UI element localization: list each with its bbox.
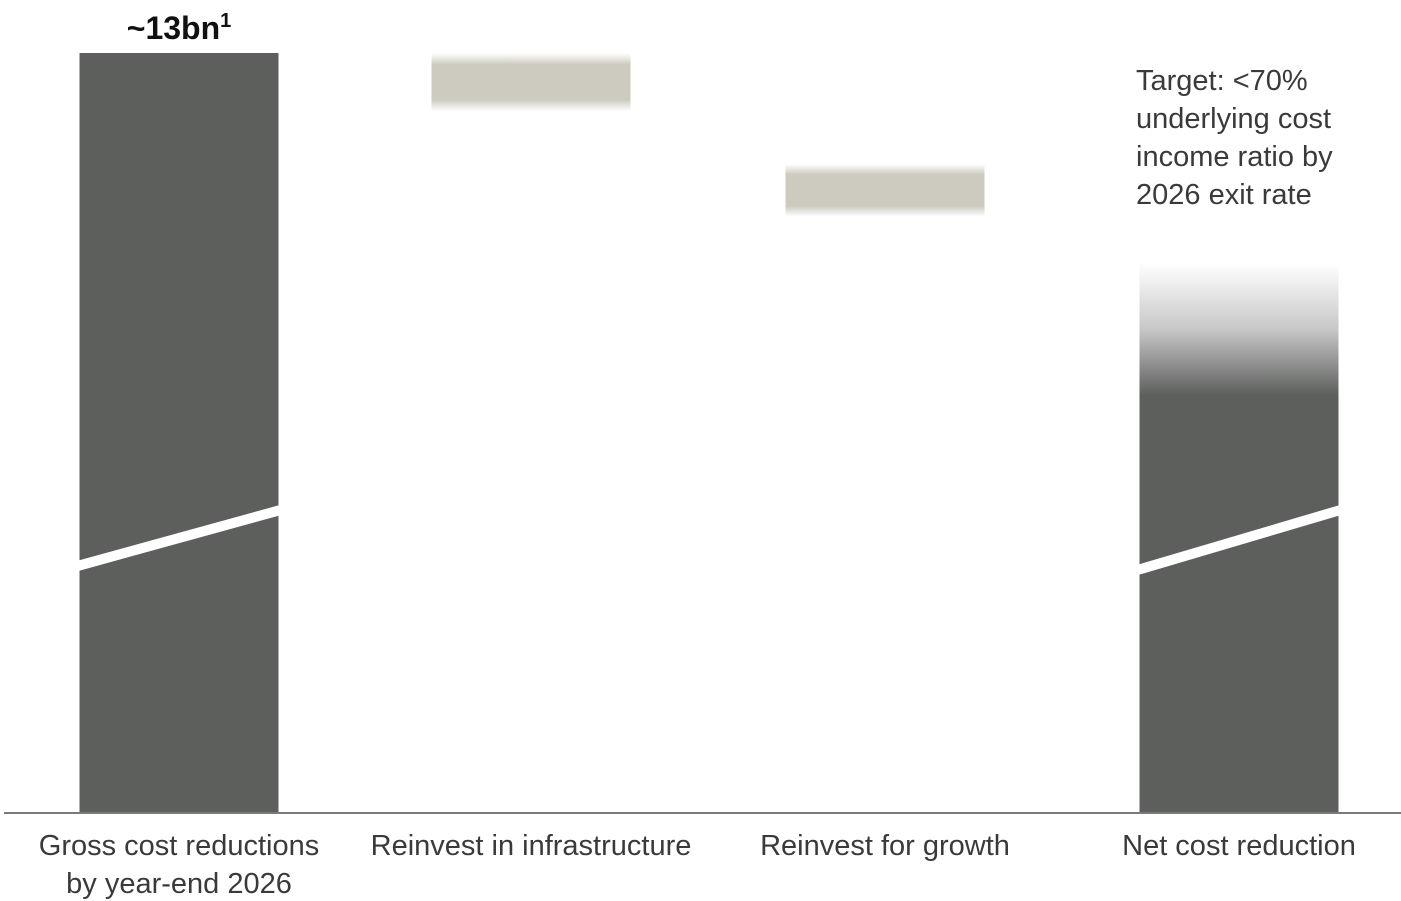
bar-2 [431,53,631,112]
category-label-2: Reinvest in infrastructure [371,830,692,862]
category-label-4: Net cost reduction [1122,830,1356,862]
axis-break-4 [1136,505,1342,575]
target-annotation: Target: <70% underlying cost income ratio … [1136,65,1333,211]
bars-group [76,53,1342,813]
category-label-1: Gross cost reductions by year-end 2026 [39,830,319,900]
value-label-1: ~13bn1 [127,10,232,46]
bar-3 [785,164,985,217]
axis-break-1 [76,505,282,571]
category-label-3: Reinvest for growth [760,830,1010,862]
bar-1 [79,53,279,813]
category-labels-group: ~13bn1 Gross cost reductions by year-end 2… [39,10,1356,900]
